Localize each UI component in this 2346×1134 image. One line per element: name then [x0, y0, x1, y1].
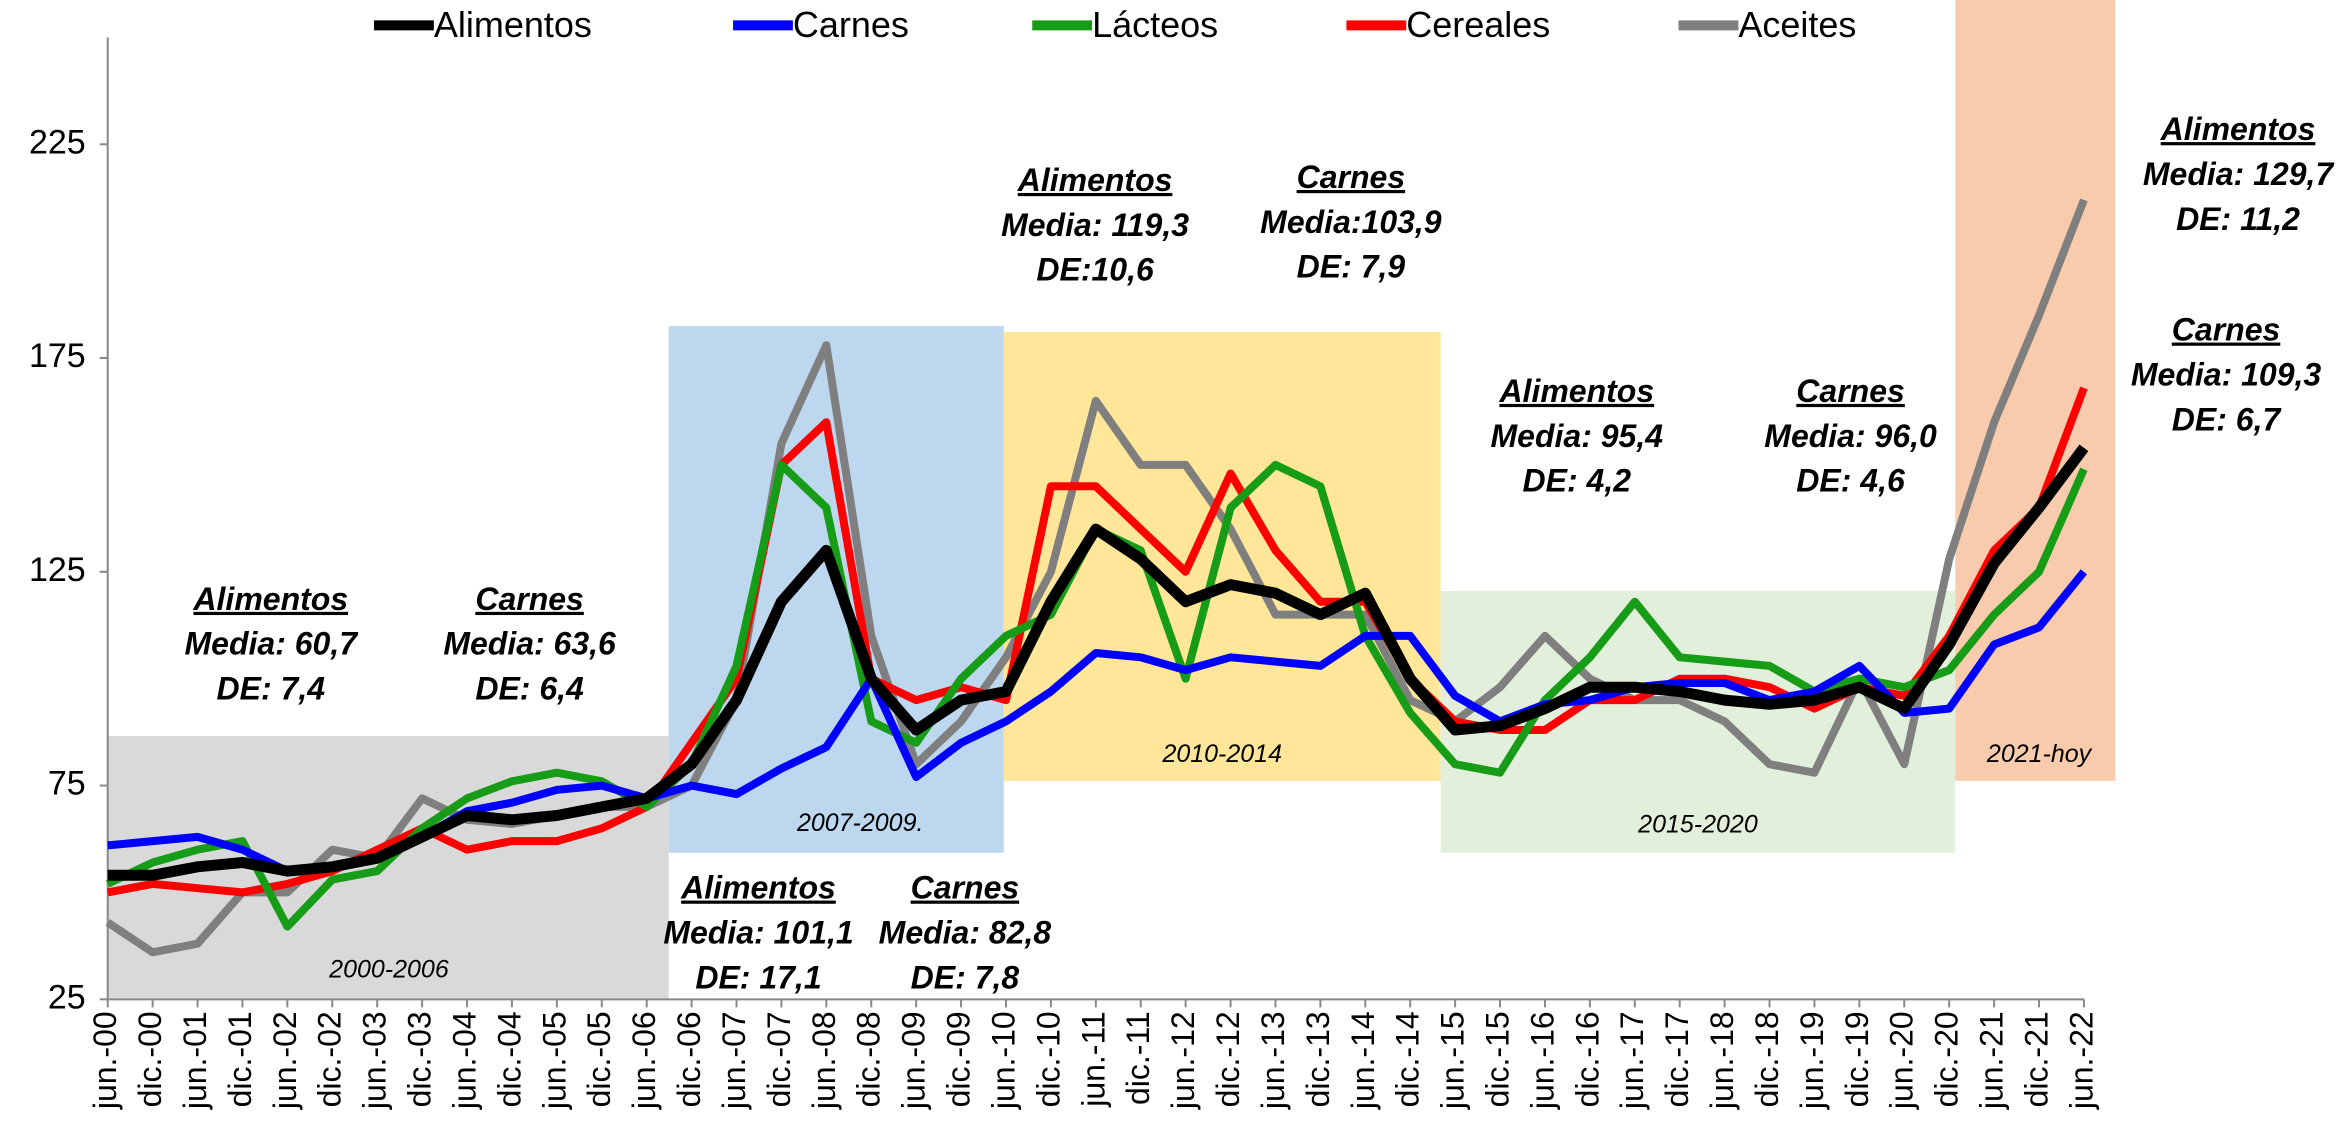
- annotation: Media: 129,7: [2143, 156, 2336, 192]
- legend-label: Carnes: [793, 4, 909, 45]
- annotation: DE: 11,2: [2176, 201, 2300, 237]
- period-box: [1440, 590, 1956, 853]
- annotation: DE: 4,6: [1796, 463, 1905, 499]
- x-tick-label: jun.-03: [357, 1011, 393, 1110]
- period-label: 2010-2014: [1161, 740, 1282, 768]
- annotation: Alimentos: [192, 581, 348, 617]
- x-tick-label: dic.-02: [312, 1011, 348, 1107]
- annotation: DE: 7,9: [1297, 249, 1406, 285]
- x-tick-label: dic.-18: [1749, 1011, 1785, 1107]
- annotation: Media: 63,6: [443, 626, 616, 662]
- x-tick-label: jun.-12: [1165, 1011, 1201, 1110]
- x-tick-label: dic.-15: [1479, 1011, 1515, 1107]
- y-tick-label: 75: [48, 765, 86, 803]
- x-tick-label: jun.-10: [985, 1011, 1021, 1110]
- annotation: DE: 6,4: [475, 671, 584, 707]
- x-tick-label: jun.-18: [1704, 1011, 1740, 1110]
- period-box: [1955, 0, 2116, 781]
- annotation: Media:103,9: [1260, 204, 1442, 240]
- annotation: Alimentos: [680, 870, 836, 906]
- y-tick-label: 125: [29, 551, 86, 589]
- x-tick-label: dic.-01: [222, 1011, 258, 1107]
- x-tick-label: dic.-16: [1569, 1011, 1605, 1107]
- annotation: DE: 4,2: [1523, 463, 1632, 499]
- x-tick-label: dic.-06: [671, 1011, 707, 1107]
- annotation: Carnes: [1796, 373, 1905, 409]
- y-tick-label: 25: [48, 978, 86, 1016]
- x-tick-label: jun.-00: [87, 1011, 123, 1110]
- x-tick-label: jun.-01: [177, 1011, 213, 1110]
- x-tick-label: jun.-08: [806, 1011, 842, 1110]
- x-tick-label: jun.-21: [1974, 1011, 2010, 1110]
- x-tick-label: dic.-03: [402, 1011, 438, 1107]
- x-tick-label: jun.-22: [2063, 1011, 2099, 1110]
- x-tick-label: dic.-00: [132, 1011, 168, 1107]
- annotation: Carnes: [911, 870, 1020, 906]
- annotation: DE:10,6: [1036, 252, 1154, 288]
- x-tick-label: jun.-16: [1524, 1011, 1560, 1110]
- x-tick-label: dic.-10: [1030, 1011, 1066, 1107]
- y-tick-label: 175: [29, 337, 86, 375]
- annotation: Media: 119,3: [1001, 207, 1189, 243]
- legend-label: Aceites: [1738, 4, 1856, 45]
- x-tick-label: dic.-05: [581, 1011, 617, 1107]
- x-tick-label: dic.-09: [941, 1011, 977, 1107]
- x-tick-label: jun.-02: [267, 1011, 303, 1110]
- annotation: Media: 109,3: [2131, 356, 2322, 392]
- x-tick-label: dic.-08: [851, 1011, 887, 1107]
- x-tick-label: jun.-06: [626, 1011, 662, 1110]
- y-tick-label: 225: [29, 123, 86, 161]
- annotation: Alimentos: [1017, 162, 1173, 198]
- annotation: Carnes: [2172, 312, 2281, 348]
- annotation: Carnes: [1297, 159, 1406, 195]
- annotation: DE: 6,7: [2172, 401, 2283, 437]
- annotation: Alimentos: [2160, 111, 2316, 147]
- x-tick-label: jun.-07: [716, 1011, 752, 1110]
- x-tick-label: jun.-09: [896, 1011, 932, 1110]
- x-tick-label: jun.-20: [1884, 1011, 1920, 1110]
- x-tick-label: jun.-11: [1075, 1011, 1111, 1107]
- annotation: DE: 17,1: [695, 959, 821, 995]
- annotation: Media: 82,8: [879, 914, 1052, 950]
- period-label: 2021-hoy: [1986, 740, 2093, 768]
- x-tick-label: jun.-19: [1794, 1011, 1830, 1110]
- x-tick-label: dic.-13: [1300, 1011, 1336, 1107]
- x-tick-label: dic.-07: [761, 1011, 797, 1107]
- annotation: Media: 95,4: [1491, 418, 1664, 454]
- x-tick-label: jun.-04: [446, 1011, 482, 1110]
- x-tick-label: jun.-15: [1435, 1011, 1471, 1110]
- series-line: [107, 444, 2089, 881]
- period-label: 2007-2009.: [796, 809, 924, 837]
- legend-label: Lácteos: [1092, 4, 1218, 45]
- period-box: [1003, 332, 1441, 781]
- x-tick-label: dic.-19: [1839, 1011, 1875, 1107]
- annotation: Carnes: [475, 581, 584, 617]
- x-tick-label: jun.-17: [1614, 1011, 1650, 1110]
- x-tick-label: dic.-21: [2018, 1011, 2054, 1107]
- period-label: 2015-2020: [1637, 810, 1758, 838]
- annotation: Media: 96,0: [1764, 418, 1937, 454]
- legend-label: Cereales: [1406, 4, 1550, 45]
- x-tick-label: dic.-12: [1210, 1011, 1246, 1107]
- series-line: [105, 198, 2088, 957]
- x-tick-label: dic.-04: [491, 1011, 527, 1107]
- x-tick-label: dic.-14: [1390, 1011, 1426, 1107]
- x-tick-label: jun.-14: [1345, 1011, 1381, 1110]
- annotation: Media: 101,1: [663, 914, 853, 950]
- annotation: Alimentos: [1498, 373, 1654, 409]
- x-tick-label: jun.-05: [536, 1011, 572, 1110]
- annotation: Media: 60,7: [185, 626, 360, 662]
- x-tick-label: dic.-17: [1659, 1011, 1695, 1107]
- annotation: DE: 7,8: [911, 959, 1020, 995]
- x-tick-label: dic.-20: [1929, 1011, 1965, 1107]
- legend-label: Alimentos: [434, 4, 592, 45]
- annotation: DE: 7,4: [217, 671, 326, 707]
- x-tick-label: dic.-11: [1120, 1011, 1156, 1105]
- period-label: 2000-2006: [328, 956, 449, 984]
- x-tick-label: jun.-13: [1255, 1011, 1291, 1110]
